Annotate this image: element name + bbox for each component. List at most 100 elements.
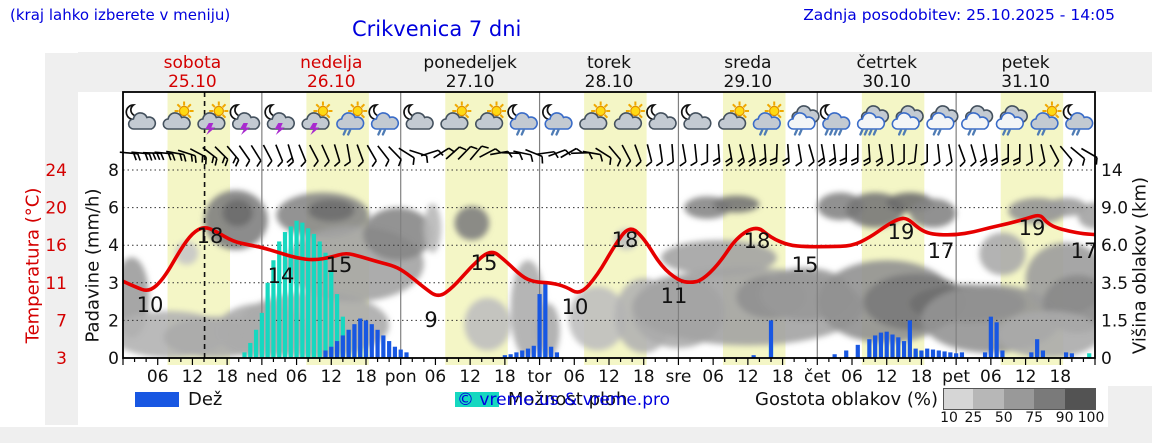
- moon-cloud-icon: [125, 104, 157, 130]
- day-date: 25.10: [168, 72, 217, 92]
- hour-label: 06: [425, 367, 447, 387]
- hour-label: 06: [286, 367, 308, 387]
- temp-value-label: 17: [1071, 239, 1098, 263]
- hour-label: 18: [1049, 367, 1071, 387]
- hour-label: 06: [702, 367, 724, 387]
- moon-rain-heavy-icon: [819, 104, 851, 136]
- hour-label: 12: [876, 367, 898, 387]
- day-date: 26.10: [306, 72, 356, 92]
- cloud-legend-label: Gostota oblakov (%): [755, 389, 939, 410]
- cloud-scale-label: 100: [1077, 410, 1105, 426]
- day-header: torek 28.10: [539, 54, 679, 92]
- hour-label: 18: [772, 367, 794, 387]
- day-date: 28.10: [584, 72, 634, 92]
- shower-legend-swatch: [455, 392, 499, 407]
- cloud-rain-icon: [961, 105, 994, 136]
- temp-tick: 7: [56, 311, 67, 331]
- day-date: 27.10: [445, 72, 495, 92]
- moon-cloud-icon: [403, 104, 434, 130]
- hour-label: 18: [911, 367, 933, 387]
- temp-value-label: 18: [197, 224, 224, 248]
- x-axis-labels: 06 12 18 ned 06 12 18 pon 06 12 18 tor 06 12 18 sre 06 12…: [147, 367, 1071, 387]
- cloud-scale-label: 75: [1025, 410, 1044, 426]
- cloud-tick: 14: [1101, 161, 1123, 181]
- rain-tick: 3: [108, 274, 119, 294]
- cloud-scale-segment: [1003, 388, 1035, 410]
- temp-value-label: 18: [612, 228, 639, 252]
- day-header: ponedeljek 27.10: [400, 54, 540, 92]
- cloud-tick: 1.5: [1101, 311, 1128, 331]
- cloud-rain-icon: [787, 105, 820, 136]
- page-title: Crikvenica 7 dni: [352, 17, 522, 41]
- day-header: nedelja 26.10: [261, 54, 401, 92]
- sun-cloud-icon: [613, 101, 645, 130]
- temperature-curve: [123, 213, 1095, 298]
- hour-label: 18: [216, 367, 238, 387]
- temp-value-label: 10: [137, 293, 164, 317]
- day-header: sreda 29.10: [678, 54, 818, 92]
- wind-barbs: [119, 143, 1098, 168]
- last-update-label: Zadnja posodobitev: 25.10.2025 - 14:05: [803, 6, 1115, 24]
- legend-right-band: [1108, 386, 1152, 427]
- day-boundary-label: ned: [246, 367, 278, 387]
- lightning-icon: [274, 123, 285, 135]
- temp-value-label: 14: [268, 264, 295, 288]
- day-name: nedelja: [300, 53, 363, 73]
- hour-label: 12: [320, 367, 342, 387]
- moon-cloud-icon: [680, 104, 712, 130]
- cloud-scale-segment: [943, 388, 975, 410]
- sun-icon: [730, 101, 750, 121]
- hour-label: 18: [355, 367, 377, 387]
- rain-legend-label: Dež: [188, 389, 223, 410]
- copyright-link[interactable]: © vreme.us & vreme.pro: [457, 390, 671, 410]
- hour-label: 12: [182, 367, 204, 387]
- temp-value-label: 11: [661, 284, 688, 308]
- temp-value-label: 19: [888, 220, 915, 244]
- day-name: ponedeljek: [423, 53, 517, 73]
- sun-icon: [313, 101, 333, 121]
- rain-tick: 2: [108, 311, 119, 331]
- rain-tick: 8: [108, 161, 119, 181]
- sun-storm-icon: [301, 101, 333, 135]
- hour-label: 12: [1015, 367, 1037, 387]
- day-name: sreda: [724, 53, 772, 73]
- sun-icon: [764, 101, 784, 121]
- day-header: sobota 25.10: [122, 54, 262, 92]
- rain-tick: 0: [108, 349, 119, 369]
- bottom-band: [0, 427, 1152, 443]
- temp-value-label: 15: [792, 253, 819, 277]
- moon-storm-icon: [229, 104, 261, 135]
- temp-value-label: 10: [562, 295, 589, 319]
- temp-tick: 11: [45, 274, 67, 294]
- temp-value-label: 9: [424, 308, 437, 332]
- hour-label: 12: [737, 367, 759, 387]
- lightning-icon: [240, 123, 250, 135]
- cloud-rain-icon: [891, 105, 924, 136]
- day-name: torek: [587, 53, 631, 73]
- day-header: petek 31.10: [956, 54, 1096, 92]
- cloud-scale-label: 25: [964, 410, 983, 426]
- lightning-icon: [309, 123, 320, 135]
- moon-rain-icon: [1062, 104, 1094, 136]
- day-boundary-label: sre: [665, 367, 691, 387]
- sun-cloud-icon: [718, 101, 750, 130]
- sun-icon: [348, 101, 368, 121]
- cloud-tick: 6.0: [1101, 236, 1128, 256]
- hour-label: 06: [841, 367, 863, 387]
- cloud-tick: 9.0: [1101, 199, 1128, 219]
- hour-label: 06: [147, 367, 169, 387]
- day-boundary-label: pet: [942, 367, 970, 387]
- hour-label: 12: [459, 367, 481, 387]
- hour-label: 18: [494, 367, 516, 387]
- day-date: 30.10: [862, 72, 912, 92]
- rain-tick: 6: [108, 199, 119, 219]
- moon-rain-icon: [368, 104, 400, 136]
- sun-cloud-icon: [579, 101, 611, 130]
- temp-value-label: 15: [326, 253, 353, 277]
- cloud-tick: 3.5: [1101, 274, 1128, 294]
- sun-storm-icon: [197, 101, 229, 135]
- sun-cloud-icon: [440, 101, 472, 130]
- temp-axis-band: [45, 53, 78, 425]
